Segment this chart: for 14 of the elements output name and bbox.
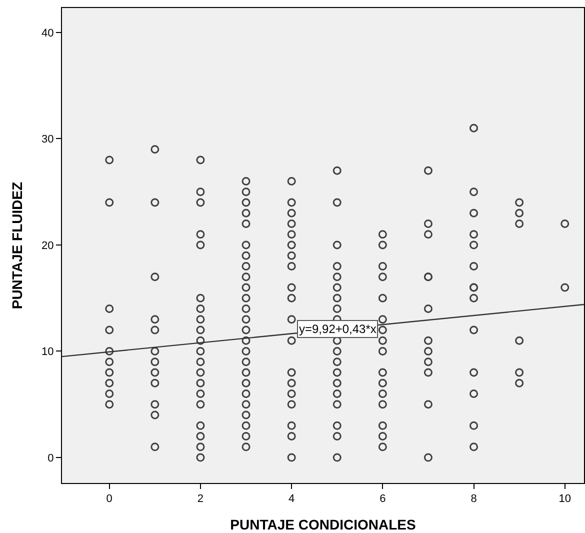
annotation: y=9,92+0,43*x — [299, 322, 376, 336]
x-tick-label: 8 — [470, 493, 477, 506]
y-tick-label: 10 — [42, 346, 54, 358]
y-tick-label: 20 — [42, 240, 54, 252]
x-tick-label: 0 — [106, 493, 112, 506]
x-tick-label: 4 — [288, 493, 295, 506]
x-tick-label: 6 — [380, 493, 386, 506]
x-tick-label: 2 — [197, 493, 204, 506]
y-tick-label: 40 — [42, 27, 54, 40]
x-tick-label: 10 — [558, 493, 571, 506]
y-axis-title: PUNTAJE FLUIDEZ — [9, 181, 26, 310]
y-tick-label: 30 — [42, 134, 54, 146]
y-tick-label: 0 — [48, 452, 54, 464]
x-axis-title: PUNTAJE CONDICIONALES — [230, 516, 416, 532]
